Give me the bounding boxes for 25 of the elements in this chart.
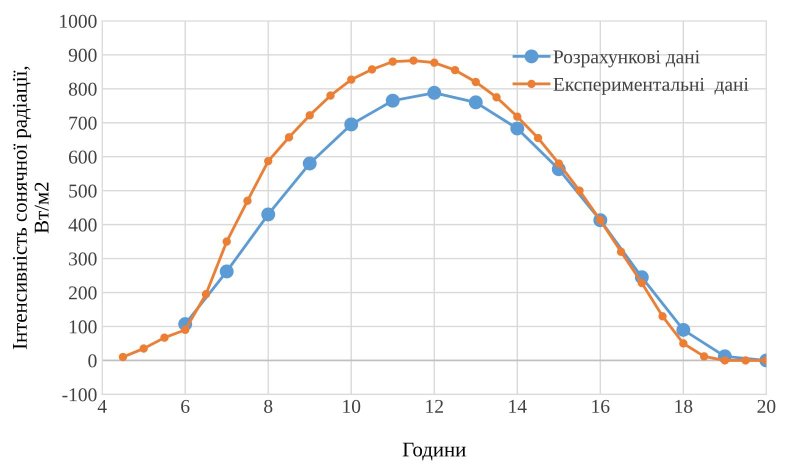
y-tick-label: 200	[69, 286, 97, 300]
y-tick-label: 700	[69, 116, 97, 130]
x-tick-label: 16	[592, 400, 610, 413]
y-tick-label: 900	[68, 48, 97, 62]
y-tick-label: 400	[68, 218, 97, 232]
x-tick-label: 4	[98, 400, 107, 413]
y-tick-label: 1000	[60, 14, 97, 28]
y-tick-label: 0	[88, 354, 97, 368]
x-tick-label: 14	[509, 400, 527, 413]
y-tick-label: 600	[68, 150, 97, 164]
x-tick-label: 10	[343, 400, 360, 413]
x-tick-label: 8	[264, 400, 272, 413]
x-tick-label: 6	[181, 400, 190, 413]
legend-label: Розрахункові дані	[553, 50, 700, 68]
y-tick-label: 800	[68, 82, 97, 96]
y-tick-label: 300	[69, 252, 97, 266]
y-tick-label: 500	[69, 184, 97, 198]
y-axis-title: Інтенсивність сонячної радіації, Вт/м2	[12, 66, 49, 350]
y-tick-label: 100	[70, 320, 97, 334]
x-tick-label: 18	[675, 400, 692, 413]
x-tick-label: 12	[426, 400, 443, 413]
x-axis-title: Години	[402, 442, 466, 460]
y-tick-label: -100	[62, 388, 97, 402]
x-tick-label: 20	[757, 400, 776, 413]
legend-label: Експериментальні дані	[553, 78, 748, 95]
